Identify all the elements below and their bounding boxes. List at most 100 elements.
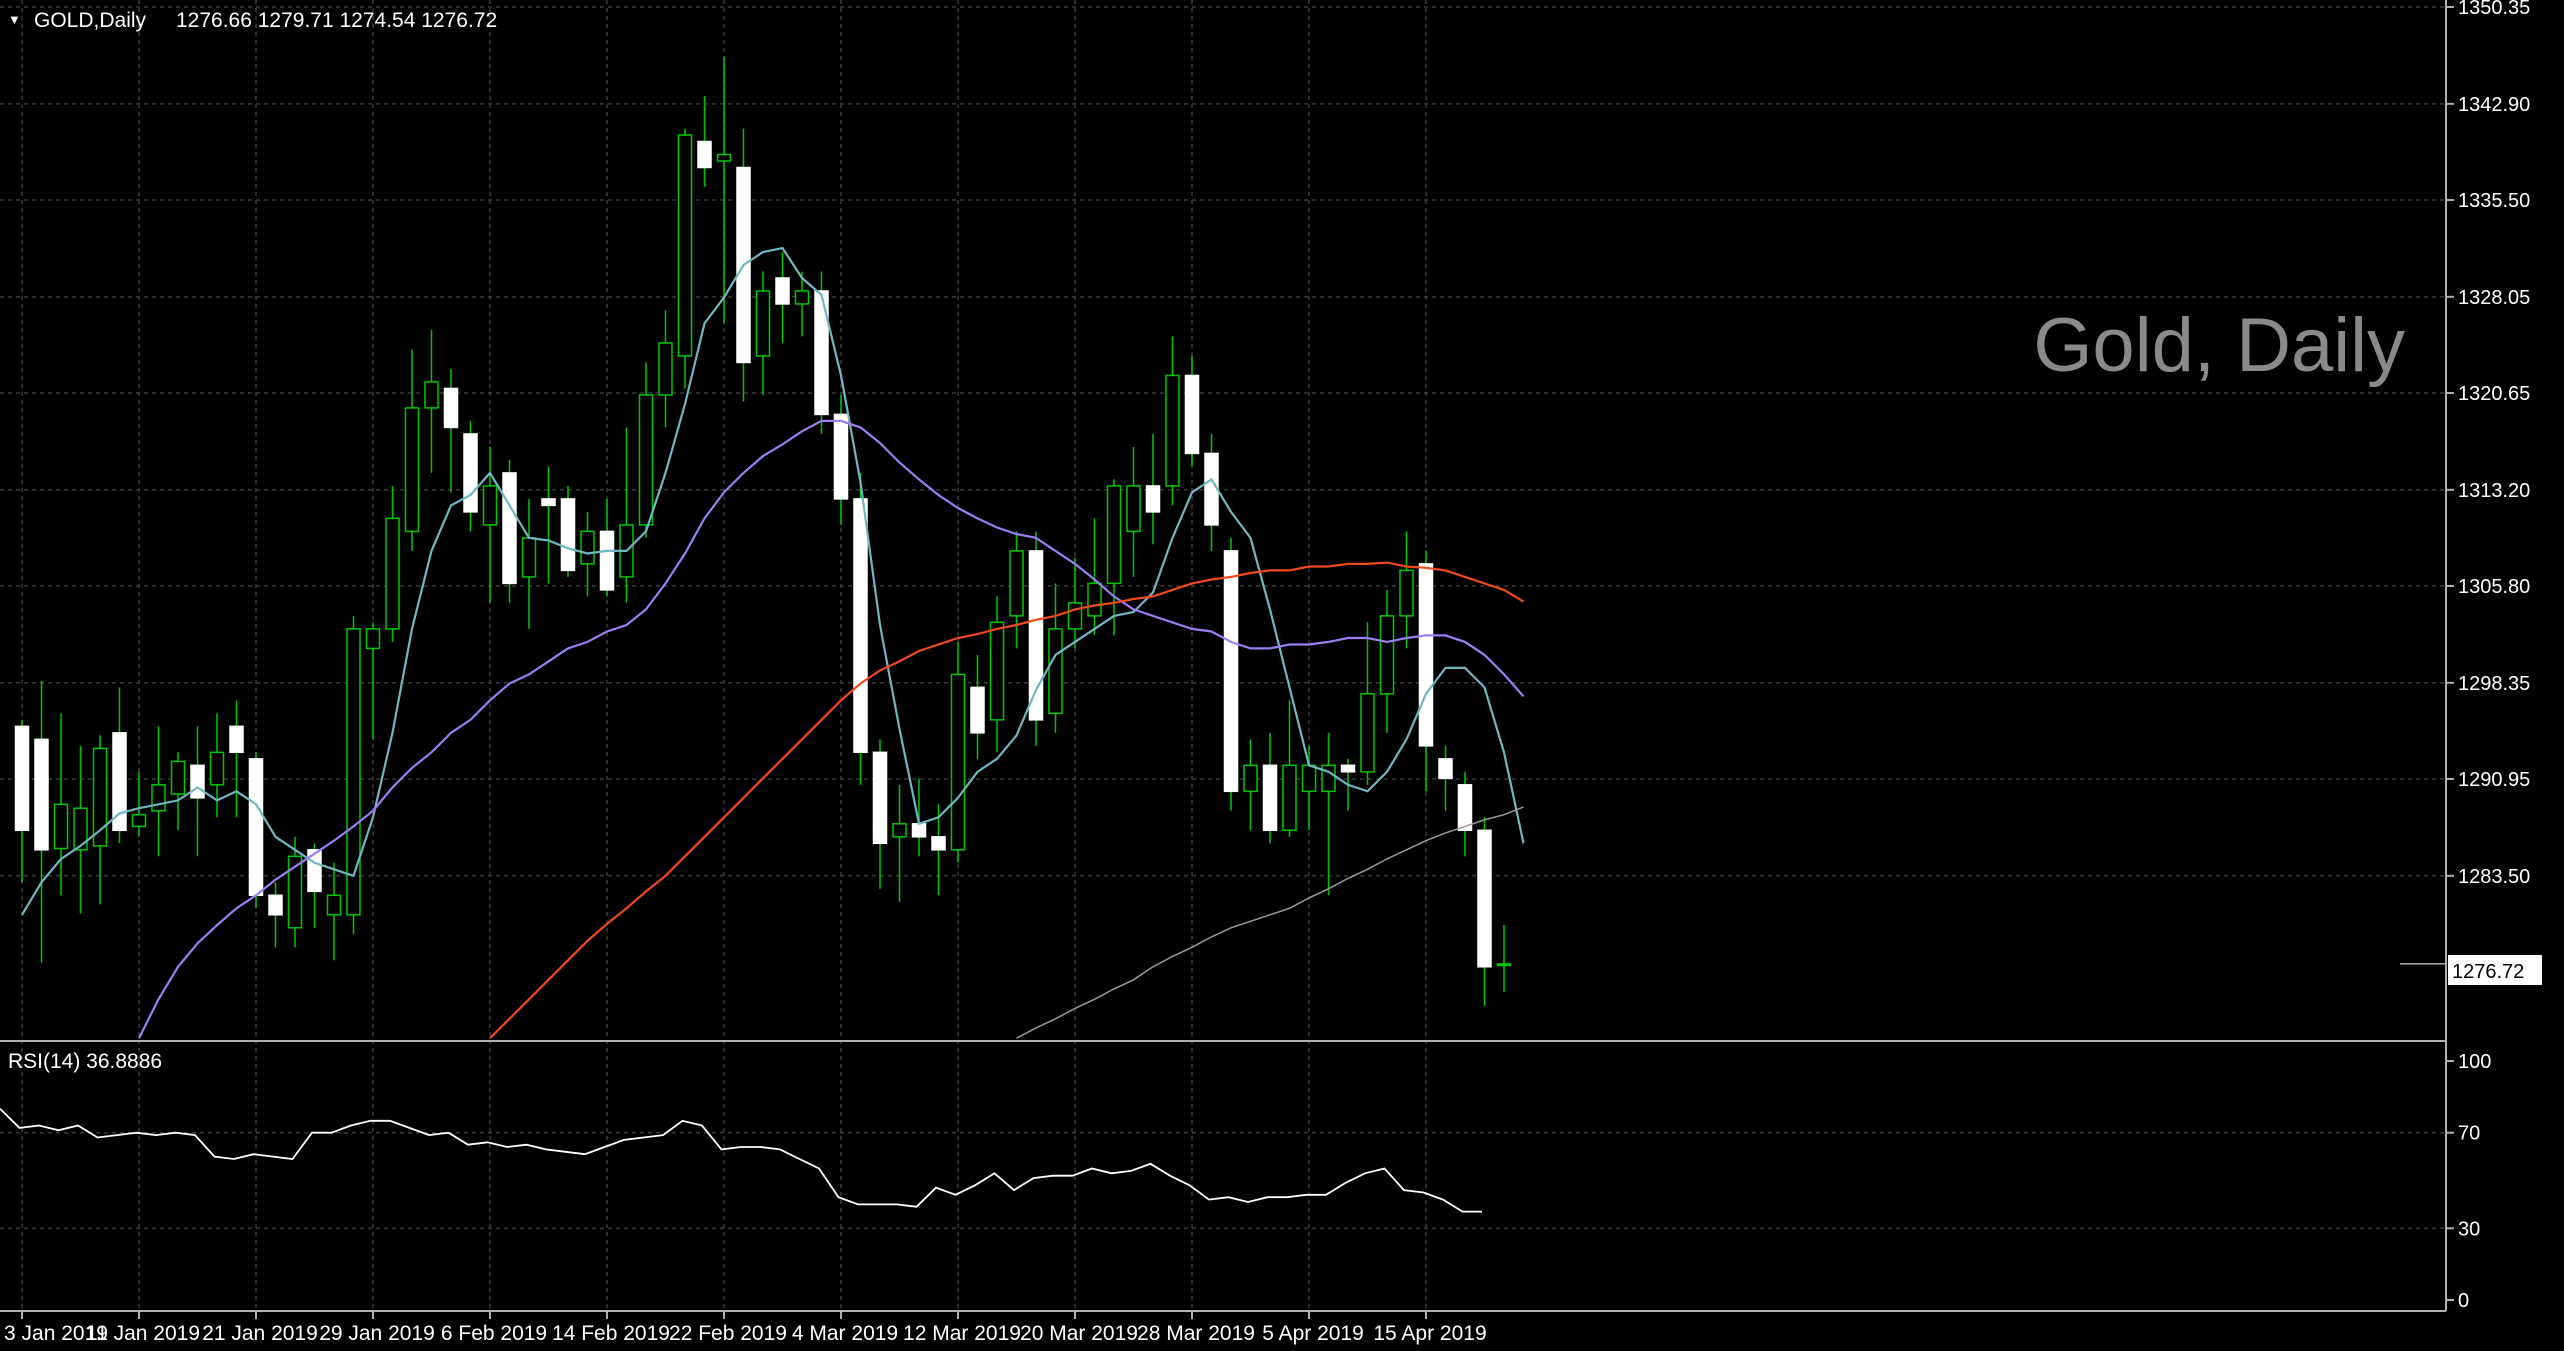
- bull-candle: [346, 615, 361, 935]
- bear-candle: [14, 719, 30, 883]
- candle-body: [170, 760, 186, 795]
- candle-body: [92, 747, 108, 847]
- candle-body: [404, 407, 420, 533]
- bear-candle: [697, 96, 712, 187]
- candle-body: [1418, 563, 1434, 747]
- bear-candle: [1438, 745, 1453, 811]
- bear-candle: [833, 394, 849, 525]
- candle-body: [775, 277, 790, 305]
- candle-body: [1184, 374, 1200, 455]
- price-tick-label: 1342.90: [2458, 94, 2530, 116]
- bull-candle: [1282, 700, 1297, 837]
- bear-candle: [541, 466, 556, 584]
- candle-body: [34, 738, 49, 851]
- bear-candle: [970, 654, 985, 759]
- candle-body: [1399, 569, 1414, 617]
- bear-candle: [1477, 817, 1492, 1006]
- axis-labels: 1350.35 1342.90 1335.50 1328.05 1320.65 1313.…: [4, 0, 2530, 1345]
- bear-candle: [560, 485, 576, 577]
- last-price-label: 1276.72: [2452, 961, 2524, 983]
- candle-body: [970, 686, 985, 734]
- price-tick-label: 1283.50: [2458, 866, 2530, 888]
- bull-candle: [716, 57, 732, 324]
- candle-body: [755, 290, 771, 357]
- candle-body: [326, 894, 342, 916]
- candle-body: [814, 290, 829, 416]
- bull-candle: [1496, 925, 1512, 993]
- date-tick-label: 15 Apr 2019: [1373, 1322, 1486, 1345]
- candle-body: [385, 517, 400, 630]
- candle-body: [1165, 374, 1180, 487]
- candle-body: [1438, 758, 1453, 780]
- bear-candle: [775, 251, 790, 343]
- bull-candle: [53, 713, 69, 896]
- candle-body: [346, 628, 361, 916]
- candle-body: [1048, 628, 1063, 715]
- candle-body: [1126, 485, 1141, 533]
- rsi-line: [0, 1108, 1482, 1213]
- candle-body: [424, 381, 439, 409]
- candle-body: [872, 751, 888, 845]
- date-tick-label: 14 Feb 2019: [552, 1322, 670, 1345]
- candle-body: [482, 485, 498, 526]
- bull-candle: [1399, 531, 1414, 649]
- bull-candle: [1087, 518, 1102, 636]
- candle-body: [463, 433, 478, 513]
- candle-body: [248, 758, 264, 897]
- bull-candle: [677, 128, 693, 389]
- candle-body: [1496, 963, 1512, 967]
- bull-candle: [365, 622, 381, 740]
- candle-body: [1087, 582, 1102, 617]
- candle-body: [1301, 764, 1317, 793]
- bull-candle: [1009, 531, 1024, 649]
- bear-candle: [1457, 771, 1473, 857]
- candle-body: [112, 732, 127, 832]
- price-tick-label: 1298.35: [2458, 673, 2530, 695]
- date-tick-label: 4 Mar 2019: [792, 1322, 898, 1345]
- candles: [14, 57, 1512, 1006]
- price-tick-label: 1305.80: [2458, 576, 2530, 598]
- last-price-marker: 1276.72: [2448, 955, 2542, 985]
- candle-body: [502, 472, 517, 585]
- candle-body: [1457, 784, 1473, 832]
- bull-candle: [92, 735, 108, 905]
- candle-body: [638, 394, 654, 526]
- bear-candle: [931, 804, 946, 896]
- price-tick-label: 1320.65: [2458, 383, 2530, 405]
- moving-average-2: [138, 419, 1525, 1039]
- date-tick-label: 28 Mar 2019: [1137, 1322, 1255, 1345]
- candle-body: [1282, 764, 1297, 832]
- bear-candle: [1028, 531, 1044, 746]
- candle-body: [1067, 602, 1083, 630]
- bull-candle: [1243, 739, 1258, 831]
- bear-candle: [268, 882, 283, 948]
- bear-candle: [911, 778, 927, 857]
- bull-candle: [1301, 745, 1317, 831]
- candle-body: [833, 413, 849, 500]
- candle-body: [268, 894, 283, 916]
- bull-candle: [73, 745, 88, 914]
- bull-candle: [326, 862, 342, 961]
- candle-body: [1340, 764, 1356, 773]
- dropdown-triangle-icon[interactable]: ▼: [8, 12, 21, 27]
- bull-candle: [755, 271, 771, 395]
- candle-body: [1106, 485, 1122, 585]
- candle-body: [521, 537, 537, 578]
- candle-body: [892, 823, 907, 838]
- candle-body: [151, 784, 166, 812]
- price-tick-label: 1335.50: [2458, 190, 2530, 212]
- candle-body: [131, 813, 147, 828]
- date-tick-label: 29 Jan 2019: [319, 1322, 435, 1345]
- bull-candle: [658, 310, 673, 428]
- candle-body: [190, 764, 205, 799]
- bear-candle: [112, 687, 127, 844]
- bull-candle: [1048, 583, 1063, 733]
- bull-candle: [892, 784, 907, 902]
- date-tick-label: 12 Mar 2019: [903, 1322, 1021, 1345]
- bear-candle: [1204, 433, 1219, 551]
- bear-candle: [1223, 537, 1239, 811]
- bull-candle: [638, 362, 654, 538]
- bear-candle: [1184, 355, 1200, 467]
